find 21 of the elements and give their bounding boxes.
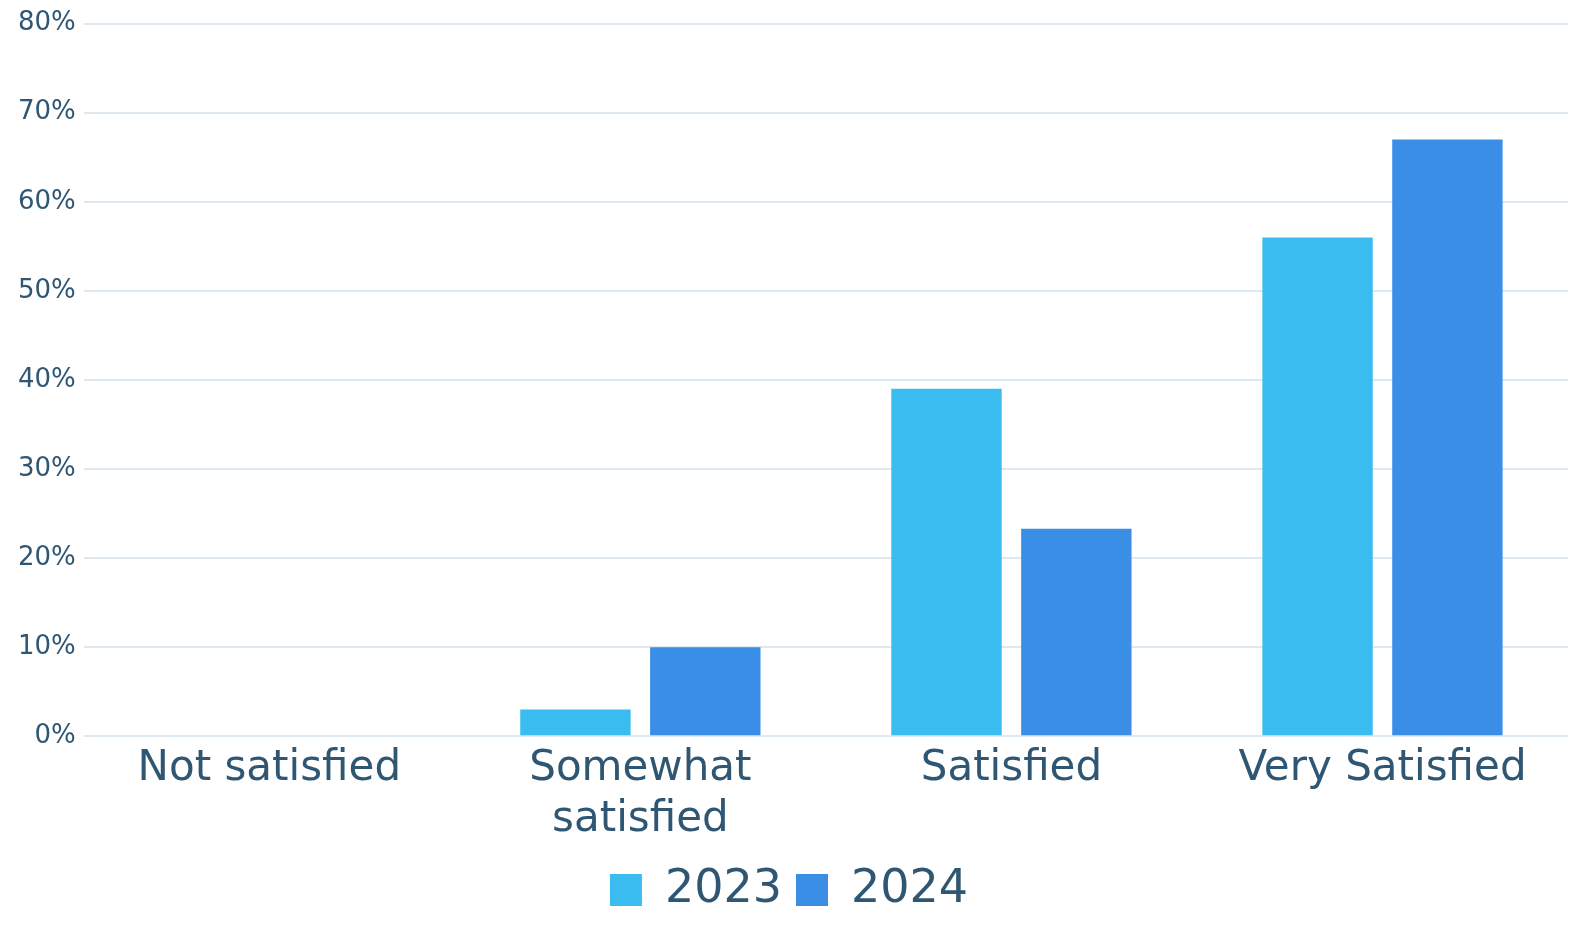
bar bbox=[520, 709, 631, 736]
y-tick-label: 70% bbox=[17, 95, 76, 126]
y-tick-label: 80% bbox=[17, 6, 76, 37]
y-tick-label: 50% bbox=[17, 273, 76, 304]
x-tick-label: Very Satisfied bbox=[1238, 741, 1527, 791]
bar bbox=[891, 388, 1002, 736]
x-tick-label: Somewhat satisfied bbox=[529, 741, 752, 841]
y-tick-label: 30% bbox=[17, 451, 76, 482]
y-tick-label: 10% bbox=[17, 629, 76, 660]
bar bbox=[1021, 528, 1132, 736]
y-tick-label: 20% bbox=[17, 540, 76, 571]
y-tick-label: 60% bbox=[17, 184, 76, 215]
bar bbox=[650, 647, 761, 736]
y-tick-label: 0% bbox=[34, 718, 76, 749]
bar bbox=[1262, 237, 1373, 736]
bar bbox=[1392, 139, 1503, 736]
legend-label: 2024 bbox=[851, 858, 969, 913]
x-tick-label: Satisfied bbox=[920, 741, 1103, 791]
y-tick-label: 40% bbox=[17, 362, 76, 393]
legend-label: 2023 bbox=[664, 858, 783, 913]
x-tick-label: Not satisfied bbox=[137, 741, 402, 791]
